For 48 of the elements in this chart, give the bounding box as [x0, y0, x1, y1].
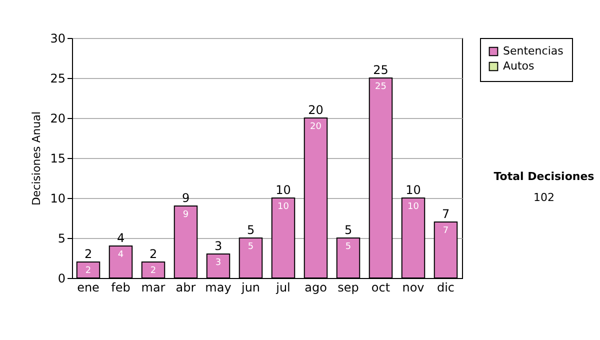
data-label: 4	[118, 250, 124, 260]
x-tick-label: dic	[436, 280, 455, 294]
text: Total Decisiones	[492, 170, 596, 183]
y-axis-title: Decisiones Anual	[30, 111, 44, 206]
x-tick-label: ene	[77, 280, 100, 294]
x-tick-label: nov	[402, 280, 424, 294]
total-label: 10	[406, 183, 421, 197]
legend-label: Sentencias	[503, 44, 564, 58]
total-label: 2	[149, 247, 158, 261]
total-label: 2	[84, 247, 92, 261]
x-tick-label: ago	[304, 280, 327, 294]
total-label: 5	[344, 223, 352, 237]
x-tick-label: may	[205, 280, 232, 294]
y-tick-label: 20	[50, 112, 66, 126]
data-label: 10	[278, 202, 290, 212]
total-label: 25	[373, 63, 388, 77]
data-label: 7	[442, 226, 449, 236]
data-label: 2	[150, 266, 156, 276]
data-label: 10	[408, 202, 420, 212]
y-tick-label: 10	[50, 192, 66, 206]
data-label: 20	[310, 122, 322, 132]
x-tick-label: abr	[176, 280, 196, 294]
data-label: 25	[375, 82, 386, 92]
total-label: 4	[116, 231, 125, 245]
total-label: 20	[308, 103, 324, 117]
data-label: 3	[215, 258, 222, 268]
y-tick-label: 30	[50, 32, 66, 46]
total-label: 9	[182, 191, 190, 205]
data-label: 2	[85, 266, 92, 276]
x-tick-label: oct	[371, 280, 390, 294]
x-tick-label: jul	[275, 280, 290, 294]
text: 102	[532, 191, 556, 204]
data-label: 5	[248, 242, 254, 252]
total-label: 10	[276, 183, 291, 197]
x-tick-label: sep	[338, 280, 359, 294]
data-label: 9	[182, 210, 189, 220]
y-tick-label: 15	[50, 152, 66, 166]
total-label: 3	[214, 239, 222, 253]
x-tick-label: jun	[240, 280, 260, 294]
total-label: 7	[442, 207, 450, 221]
total-label: 5	[246, 223, 255, 237]
y-tick-label: 0	[58, 272, 66, 286]
legend-label: Autos	[503, 60, 535, 72]
x-tick-label: mar	[141, 280, 166, 294]
y-tick-label: 5	[58, 232, 66, 246]
x-tick-label: feb	[111, 280, 130, 294]
data-label: 5	[345, 242, 352, 252]
y-tick-label: 25	[50, 72, 66, 86]
